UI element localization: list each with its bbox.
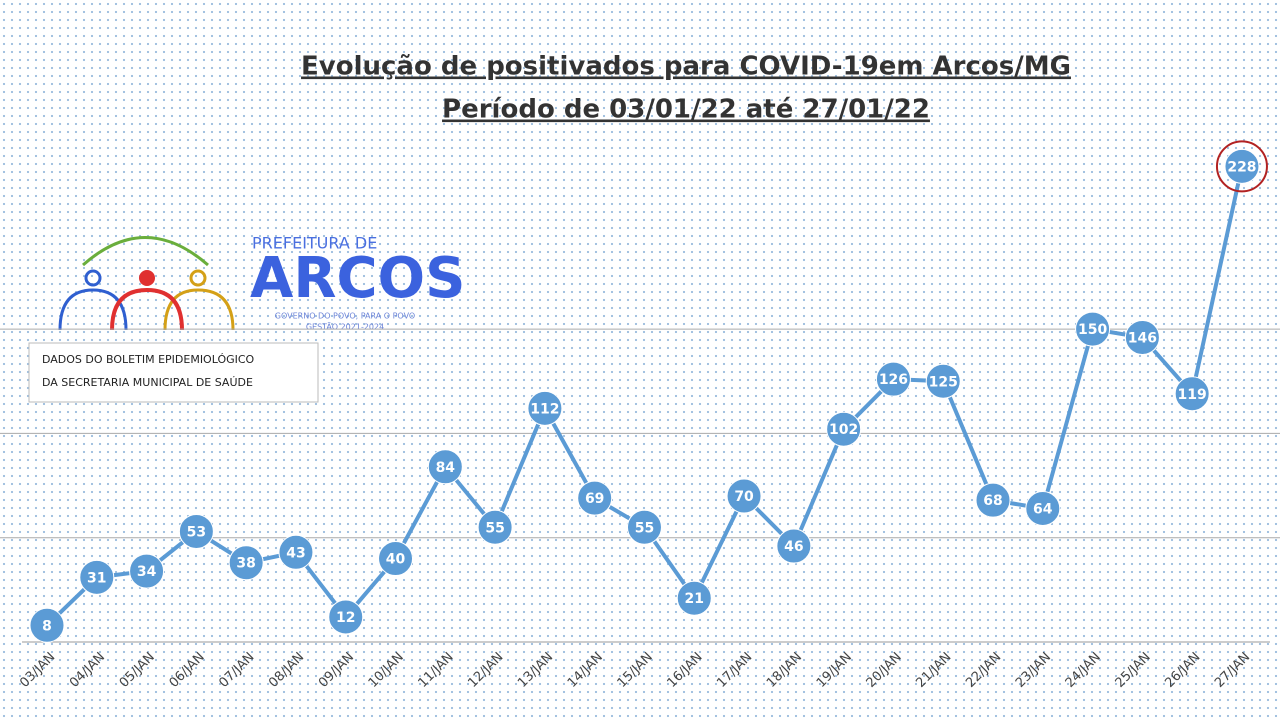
note-line: DA SECRETARIA MUNICIPAL DE SAÚDE (42, 376, 253, 389)
logo-body (110, 287, 184, 331)
x-tick-label: 13/JAN (515, 650, 556, 691)
data-label: 146 (1128, 330, 1157, 346)
data-label: 126 (879, 372, 908, 388)
point (826, 411, 862, 447)
x-tick-label: 16/JAN (664, 650, 705, 691)
logo-top: PREFEITURA DE (252, 234, 377, 253)
logo-head (84, 269, 102, 287)
data-label: 68 (983, 493, 1002, 509)
point (527, 390, 563, 426)
point (577, 480, 613, 516)
point (975, 482, 1011, 518)
highlight-ring (1215, 140, 1268, 193)
x-tick-label: 08/JAN (266, 650, 307, 691)
logo-head (189, 269, 207, 287)
point (925, 363, 961, 399)
data-label: 31 (87, 570, 106, 586)
x-tick-label: 03/JAN (17, 650, 58, 691)
data-label: 64 (1033, 501, 1053, 517)
data-label: 70 (734, 489, 754, 505)
point (29, 607, 65, 643)
x-tick-label: 27/JAN (1212, 650, 1253, 691)
logo-name: ARCOS (250, 246, 466, 311)
data-label: 55 (485, 520, 504, 536)
x-tick-label: 11/JAN (416, 650, 457, 691)
x-tick-label: 26/JAN (1162, 650, 1203, 691)
data-label: 43 (286, 545, 305, 561)
data-label: 8 (42, 618, 52, 634)
logo-arc (82, 236, 209, 267)
chart-subtitle: Período de 03/01/22 até 27/01/22 (442, 95, 930, 125)
data-label: 21 (685, 591, 704, 607)
chart-title: Evolução de positivados para COVID-19em … (301, 52, 1071, 82)
x-tick-label: 19/JAN (814, 650, 855, 691)
point (477, 509, 513, 545)
x-tick-label: 12/JAN (465, 650, 506, 691)
logo-head (139, 270, 155, 286)
x-tick-label: 10/JAN (366, 650, 407, 691)
point (79, 559, 115, 595)
x-tick-label: 09/JAN (316, 650, 357, 691)
note-box (28, 342, 319, 403)
data-label: 228 (1227, 159, 1256, 175)
x-tick-label: 24/JAN (1063, 650, 1104, 691)
x-tick-label: 23/JAN (1013, 650, 1054, 691)
point (178, 513, 214, 549)
point (776, 528, 812, 564)
x-tick-label: 14/JAN (565, 650, 606, 691)
data-label: 119 (1178, 387, 1207, 403)
point (328, 599, 364, 635)
data-label: 46 (784, 539, 803, 555)
data-label: 53 (187, 524, 206, 540)
point (1025, 490, 1061, 526)
logo: PREFEITURA DE ARCOS GOVERNO DO POVO, PAR… (58, 234, 466, 332)
data-label: 40 (386, 552, 406, 568)
data-label: 38 (236, 556, 255, 572)
data-label: 102 (829, 422, 858, 438)
point (1075, 311, 1111, 347)
data-label: 34 (137, 564, 157, 580)
data-label: 150 (1078, 322, 1107, 338)
x-tick-label: 07/JAN (216, 650, 257, 691)
point (1174, 376, 1210, 412)
x-tick-label: 18/JAN (764, 650, 805, 691)
x-tick-label: 04/JAN (67, 650, 108, 691)
logo-term: GESTÃO 2021-2024 (306, 322, 384, 332)
point (726, 478, 762, 514)
x-tick-label: 22/JAN (963, 650, 1004, 691)
data-label: 55 (635, 520, 654, 536)
point (676, 580, 712, 616)
logo-body (163, 288, 235, 331)
x-tick-label: 05/JAN (117, 650, 158, 691)
point (626, 509, 662, 545)
logo-motto: GOVERNO DO POVO, PARA O POVO (275, 312, 415, 321)
point (228, 545, 264, 581)
data-label: 84 (436, 460, 456, 476)
point (427, 449, 463, 485)
point (278, 534, 314, 570)
point (129, 553, 165, 589)
x-tick-label: 20/JAN (864, 650, 905, 691)
point (378, 541, 414, 577)
point (1224, 148, 1260, 184)
note-line: DADOS DO BOLETIM EPIDEMIOLÓGICO (42, 353, 255, 366)
x-tick-label: 21/JAN (913, 650, 954, 691)
point (875, 361, 911, 397)
point (1124, 319, 1160, 355)
x-tick-label: 17/JAN (714, 650, 755, 691)
logo-body (58, 288, 128, 331)
data-label: 125 (929, 374, 958, 390)
data-label: 12 (336, 610, 355, 626)
x-tick-label: 15/JAN (615, 650, 656, 691)
data-label: 112 (530, 401, 559, 417)
x-tick-label: 25/JAN (1113, 650, 1154, 691)
data-label: 69 (585, 491, 604, 507)
x-tick-label: 06/JAN (167, 650, 208, 691)
